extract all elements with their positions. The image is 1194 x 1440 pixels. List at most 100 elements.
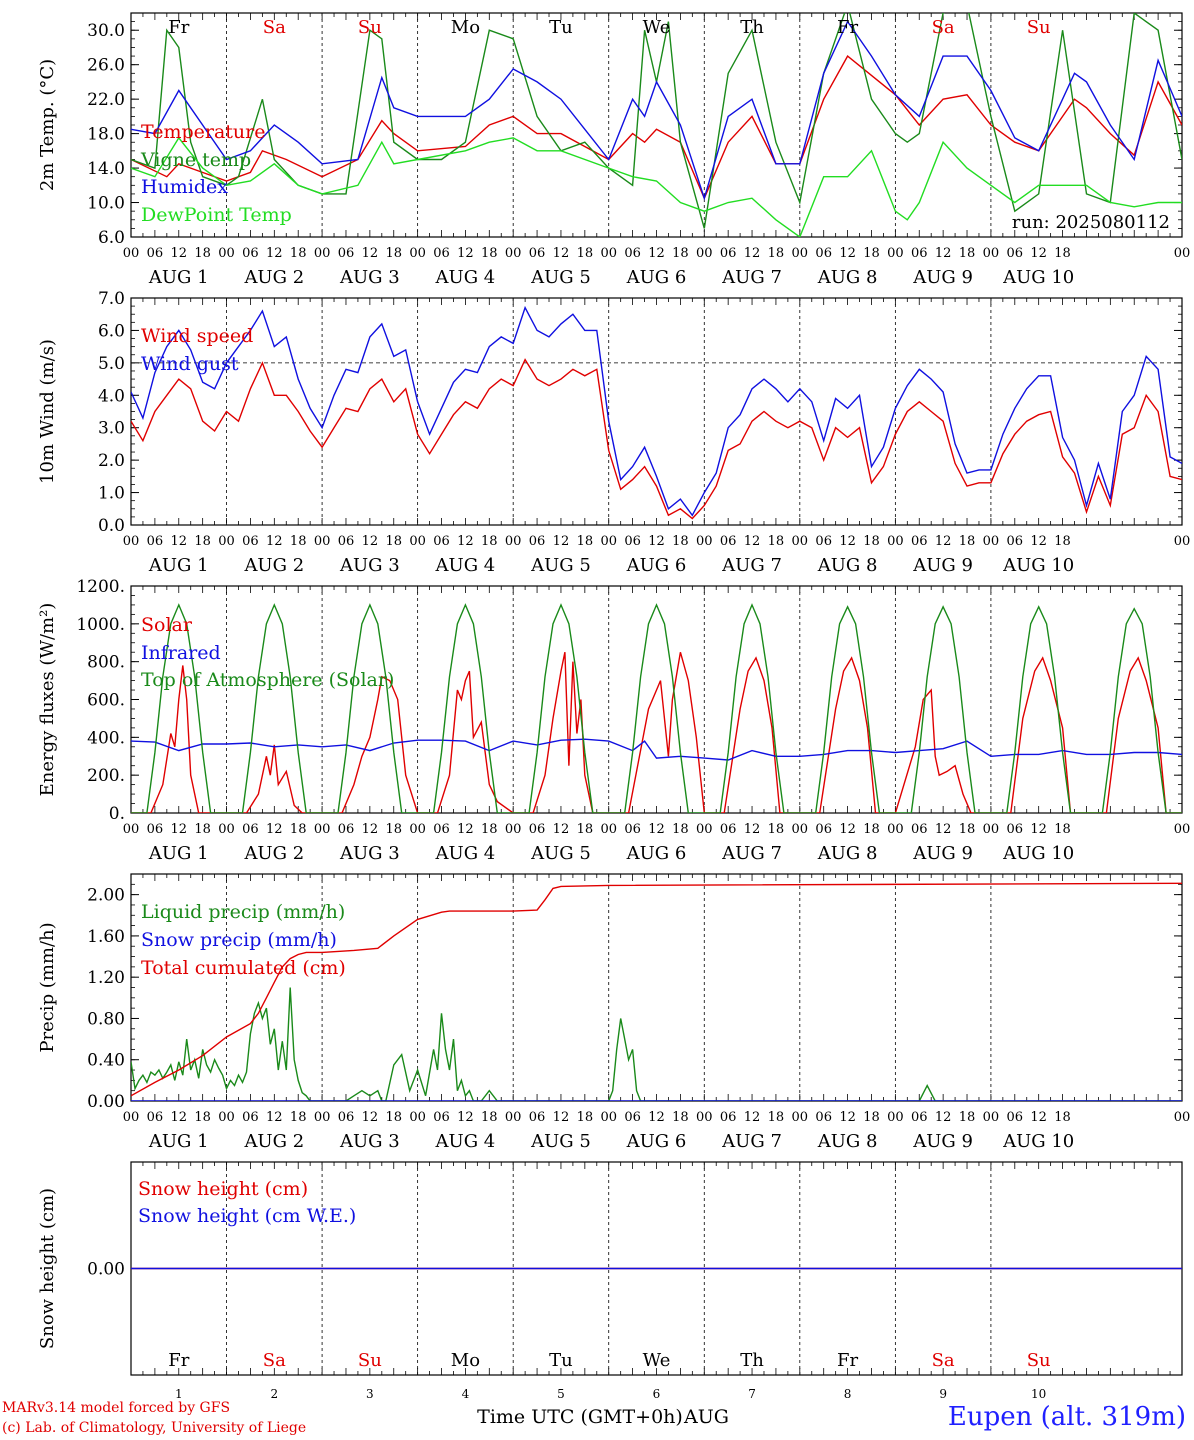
day-number-label: 2 [270,1387,278,1401]
legend-entry: Infrared [141,642,221,664]
x-hour-label: 18 [863,246,880,261]
x-hour-label: 00 [314,1110,331,1125]
x-date-label: AUG 10 [1002,1131,1074,1152]
y-tick-label: 0.0 [98,516,125,536]
x-date-label: AUG 6 [626,1131,687,1152]
x-hour-label: 18 [385,246,402,261]
series-line-dewpoint-temp [131,136,1182,237]
x-hour-label: 00 [123,822,140,837]
x-hour-label: 12 [362,534,379,549]
x-hour-label: 12 [744,1110,761,1125]
x-hour-label: 06 [529,246,546,261]
weekday-label: Sa [932,1350,955,1371]
x-hour-label: 18 [768,1110,785,1125]
x-hour-label: 18 [481,1110,498,1125]
x-hour-label: 12 [266,246,283,261]
x-date-label: AUG 6 [626,267,687,288]
x-hour-label: 12 [935,246,952,261]
x-hour-label: 12 [266,1110,283,1125]
y-tick-label: 6.0 [98,321,125,341]
x-hour-label: 12 [1030,822,1047,837]
y-axis-label: Precip (mm/h) [37,922,58,1052]
legend-entry: Snow precip (mm/h) [141,929,337,951]
x-hour-label: 18 [577,822,594,837]
x-hour-label: 12 [170,1110,187,1125]
x-date-label: AUG 4 [435,1131,496,1152]
legend-entry: Liquid precip (mm/h) [141,901,345,923]
x-hour-label: 18 [290,534,307,549]
x-hour-label: 00 [983,1110,1000,1125]
legend-entry: Solar [141,614,193,636]
y-tick-label: 14.0 [87,159,125,179]
x-hour-label: 18 [959,534,976,549]
x-hour-label: 12 [935,1110,952,1125]
weekday-label: Su [358,1350,382,1371]
x-hour-label: 18 [768,822,785,837]
x-hour-label: 06 [1007,246,1024,261]
x-date-label: AUG 8 [817,843,878,864]
x-date-label: AUG 9 [912,267,973,288]
x-hour-label: 00 [600,534,617,549]
x-date-label: AUG 5 [530,1131,591,1152]
y-tick-label: 22.0 [87,90,125,110]
x-date-label: AUG 9 [912,1131,973,1152]
x-date-label: AUG 2 [243,267,304,288]
x-hour-label: 00 [123,1110,140,1125]
x-hour-label: 00 [983,822,1000,837]
x-hour-label: 12 [362,1110,379,1125]
day-number-label: 7 [748,1387,756,1401]
y-axis-label: Energy fluxes (W/m²) [37,603,58,797]
x-hour-label: 06 [242,246,259,261]
x-hour-label: 18 [385,822,402,837]
x-hour-label: 00 [314,534,331,549]
x-date-label: AUG 2 [243,843,304,864]
x-hour-label: 06 [911,822,928,837]
x-hour-label: 06 [529,1110,546,1125]
x-hour-label: 00 [218,534,235,549]
x-hour-label: 00 [887,822,904,837]
x-hour-label: 12 [362,822,379,837]
y-tick-label: 0.80 [87,1009,125,1029]
y-tick-label: 3.0 [98,419,125,439]
x-hour-label: 12 [839,534,856,549]
y-tick-label: 1.60 [87,927,125,947]
x-hour-label: 00 [600,822,617,837]
x-hour-label: 18 [959,246,976,261]
y-tick-label: 600. [87,691,125,711]
day-number-label: 3 [366,1387,374,1401]
day-number-label: 9 [939,1387,947,1401]
x-hour-label: 18 [1054,246,1071,261]
x-hour-label: 06 [624,1110,641,1125]
x-hour-label: 06 [529,534,546,549]
day-number-label: 4 [462,1387,470,1401]
x-hour-label: 18 [194,246,211,261]
x-hour-label: 18 [1054,1110,1071,1125]
x-date-label: AUG 8 [817,1131,878,1152]
y-axis-label: Snow height (cm) [37,1188,58,1349]
x-hour-label: 12 [648,1110,665,1125]
x-hour-label: 00 [983,246,1000,261]
x-hour-label: 18 [672,1110,689,1125]
y-tick-label: 30.0 [87,21,125,41]
day-number-label: 6 [653,1387,661,1401]
x-hour-label: 00 [505,822,522,837]
x-hour-label: 18 [863,1110,880,1125]
x-hour-label: 18 [481,822,498,837]
x-hour-label: 00 [983,534,1000,549]
x-hour-label: 18 [194,534,211,549]
x-hour-label: 18 [1054,822,1071,837]
x-date-label: AUG 10 [1002,843,1074,864]
x-hour-label: 18 [672,822,689,837]
legend-entry: Wind gust [141,353,239,375]
weekday-label: Fr [837,17,858,38]
x-date-label: AUG 3 [339,555,400,576]
x-hour-label: 18 [959,1110,976,1125]
lab-credit: (c) Lab. of Climatology, University of L… [2,1420,307,1436]
x-date-label: AUG 8 [817,555,878,576]
legend-entry: Snow height (cm) [138,1178,308,1200]
weekday-label: Su [358,17,382,38]
x-date-label: AUG 1 [148,267,209,288]
y-tick-label: 1200. [76,577,125,597]
x-hour-label: 18 [863,822,880,837]
x-hour-label: 00 [218,246,235,261]
